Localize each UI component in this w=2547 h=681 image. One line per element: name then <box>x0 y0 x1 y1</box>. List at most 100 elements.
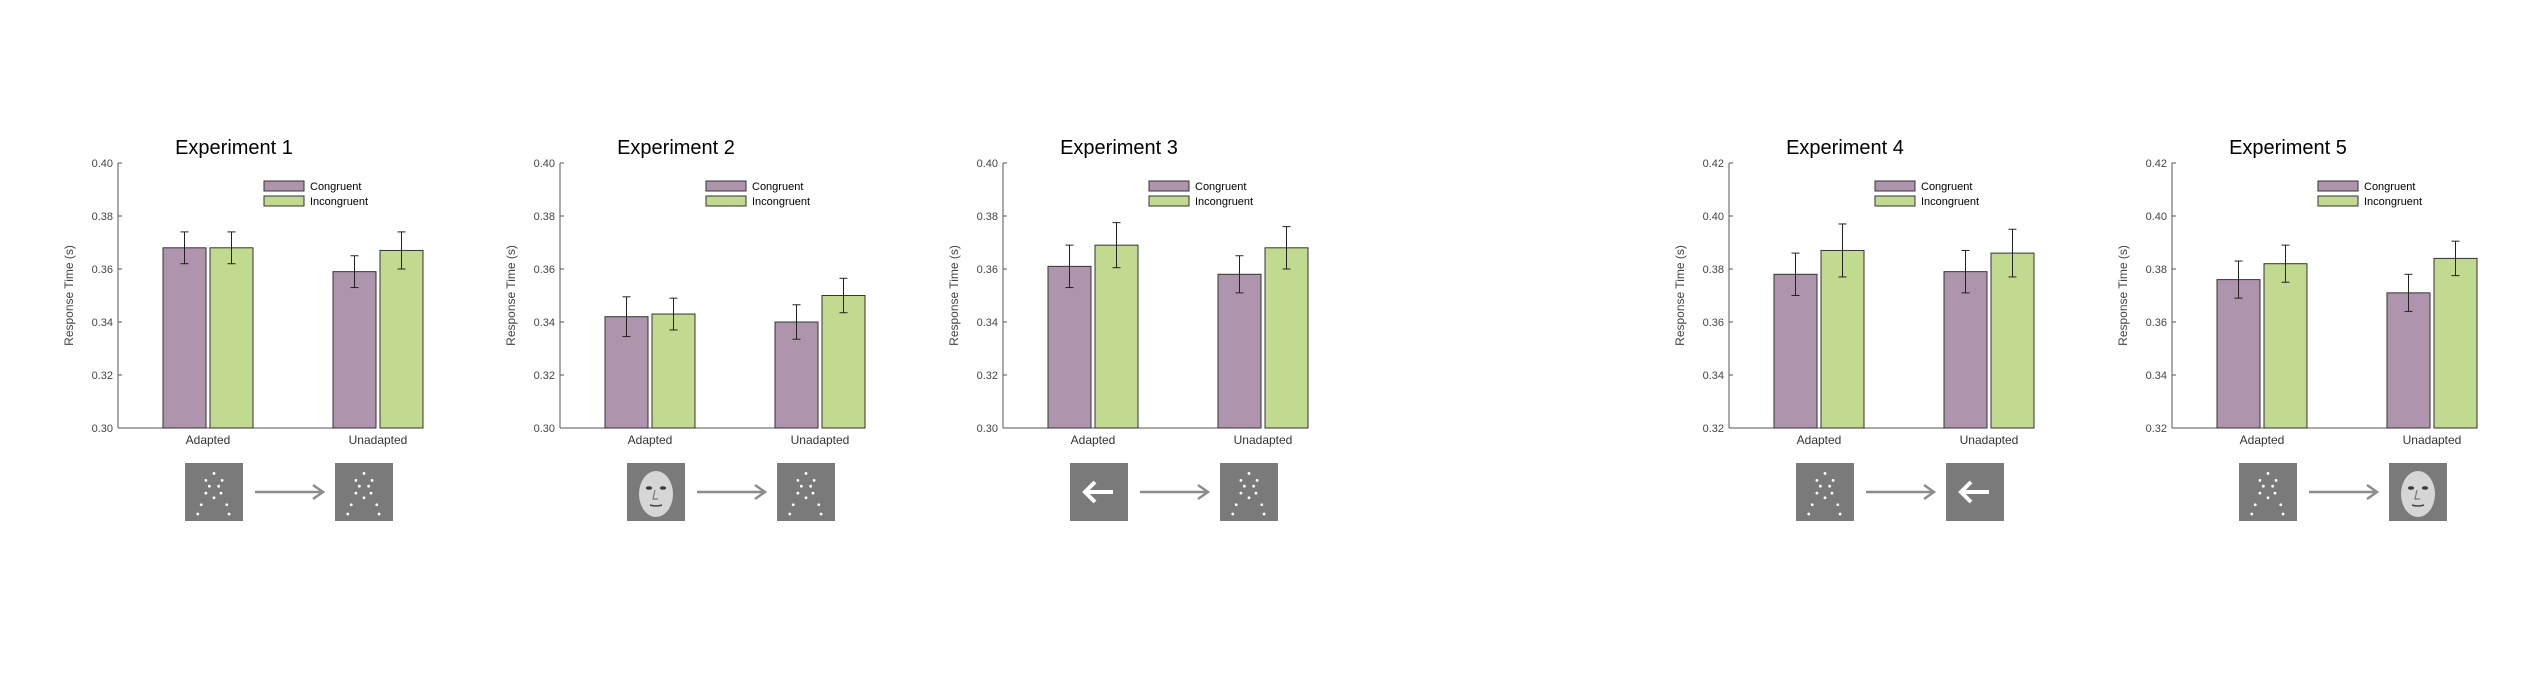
face-mouth <box>649 504 663 507</box>
point-light-dot <box>346 512 350 516</box>
point-light-dot <box>227 512 231 516</box>
stimulus-face <box>2389 463 2447 521</box>
y-tick-label: 0.38 <box>977 211 998 223</box>
y-tick-label: 0.36 <box>977 264 998 276</box>
stimulus-dots <box>1796 463 1854 521</box>
point-light-dot <box>207 484 211 488</box>
face-eye <box>2421 486 2429 490</box>
bar-congruent <box>2386 292 2431 429</box>
y-tick-label: 0.30 <box>977 423 998 435</box>
y-axis-label: Response Time (s) <box>2116 245 2130 346</box>
legend-swatch-incongruent <box>263 195 305 207</box>
category-label: Unadapted <box>349 433 408 447</box>
point-light-dot <box>1836 503 1840 507</box>
y-tick-label: 0.38 <box>534 211 555 223</box>
point-light-dot <box>375 503 379 507</box>
y-tick-label: 0.32 <box>2146 423 2167 435</box>
point-light-dot <box>204 479 208 482</box>
y-tick-label: 0.32 <box>534 370 555 382</box>
legend: Congruent Incongruent <box>1148 180 1253 208</box>
legend-swatch-incongruent <box>705 195 747 207</box>
bar-congruent <box>1217 273 1262 429</box>
point-light-dot <box>796 479 800 482</box>
point-light-dot <box>2271 484 2275 488</box>
y-axis-label: Response Time (s) <box>504 245 518 346</box>
face-icon <box>2401 471 2435 517</box>
legend-label-congruent: Congruent <box>310 181 361 193</box>
point-light-dot <box>217 484 221 488</box>
point-light-dot <box>1815 491 1819 495</box>
point-light-dot <box>791 503 795 507</box>
point-light-dot <box>219 491 223 495</box>
point-light-dot <box>1815 479 1819 482</box>
y-tick-label: 0.36 <box>1703 317 1724 329</box>
bar-incongruent <box>1820 249 1865 429</box>
y-axis-label: Response Time (s) <box>62 245 76 346</box>
point-light-dot <box>2250 512 2254 516</box>
point-light-dot <box>1838 512 1842 516</box>
chart-panel-3: Experiment 3 0.30 0.32 0.34 0.36 0.38 0.40 Resp… <box>947 137 1309 521</box>
left-arrow-head <box>1958 480 1973 504</box>
legend-swatch-congruent <box>1148 180 1190 192</box>
y-tick-label: 0.40 <box>534 158 555 170</box>
point-light-dot <box>1247 496 1251 500</box>
stimulus-arrow <box>1946 463 2004 521</box>
point-light-dot <box>212 472 216 475</box>
legend: Congruent Incongruent <box>263 180 368 208</box>
category-label: Adapted <box>2240 433 2285 447</box>
y-tick-label: 0.42 <box>1703 158 1724 170</box>
point-light-dot <box>212 496 216 500</box>
point-light-dot <box>2273 491 2277 495</box>
point-light-dot <box>2253 503 2257 507</box>
y-tick-label: 0.40 <box>977 158 998 170</box>
chart-panel-1: Experiment 1 0.30 0.32 0.34 0.36 0.38 0.40 Resp… <box>62 137 424 521</box>
point-light-dot <box>799 484 803 488</box>
stimulus-dots <box>185 463 243 521</box>
chart-panel-5: Experiment 5 0.32 0.34 0.36 0.38 0.40 0.42 Resp… <box>2116 137 2478 521</box>
left-arrow-head <box>1082 480 1097 504</box>
chart-title: Experiment 1 <box>175 137 293 159</box>
stimulus-face <box>627 463 685 521</box>
point-light-dot <box>804 496 808 500</box>
point-light-dot <box>1830 491 1834 495</box>
bar-incongruent <box>209 247 254 429</box>
legend-label-incongruent: Incongruent <box>1921 196 1979 208</box>
legend-label-incongruent: Incongruent <box>752 196 810 208</box>
legend-swatch-incongruent <box>1874 195 1916 207</box>
point-light-dot <box>1252 484 1256 488</box>
y-tick-label: 0.36 <box>2146 317 2167 329</box>
legend-label-congruent: Congruent <box>1195 181 1246 193</box>
point-light-dot <box>357 484 361 488</box>
point-light-dot <box>1260 503 1264 507</box>
face-nose <box>652 489 658 500</box>
transition-arrow-head <box>312 483 326 501</box>
stimulus-background <box>1220 463 1278 521</box>
bar-incongruent <box>2263 263 2308 429</box>
bar-congruent <box>332 271 377 429</box>
bar-incongruent <box>1990 252 2035 429</box>
transition-arrow-head <box>1197 483 1211 501</box>
y-tick-label: 0.36 <box>534 264 555 276</box>
y-tick-label: 0.38 <box>92 211 113 223</box>
legend-swatch-congruent <box>2317 180 2359 192</box>
bar-incongruent <box>821 295 866 429</box>
point-light-dot <box>2274 479 2278 482</box>
point-light-dot <box>199 503 203 507</box>
point-light-dot <box>788 512 792 516</box>
point-light-dot <box>2258 479 2262 482</box>
y-tick-label: 0.34 <box>92 317 113 329</box>
y-tick-label: 0.30 <box>92 423 113 435</box>
legend-label-incongruent: Incongruent <box>2364 196 2422 208</box>
legend-label-congruent: Congruent <box>1921 181 1972 193</box>
point-light-dot <box>369 491 373 495</box>
stimulus-dots <box>335 463 393 521</box>
bar-incongruent <box>1264 247 1309 429</box>
category-label: Adapted <box>1797 433 1842 447</box>
chart-panel-4: Experiment 4 0.32 0.34 0.36 0.38 0.40 0.42 Resp… <box>1673 137 2035 521</box>
point-light-dot <box>1231 512 1235 516</box>
point-light-dot <box>1262 512 1266 516</box>
y-tick-label: 0.32 <box>977 370 998 382</box>
legend-swatch-congruent <box>263 180 305 192</box>
y-tick-label: 0.42 <box>2146 158 2167 170</box>
point-light-dot <box>2266 472 2270 475</box>
